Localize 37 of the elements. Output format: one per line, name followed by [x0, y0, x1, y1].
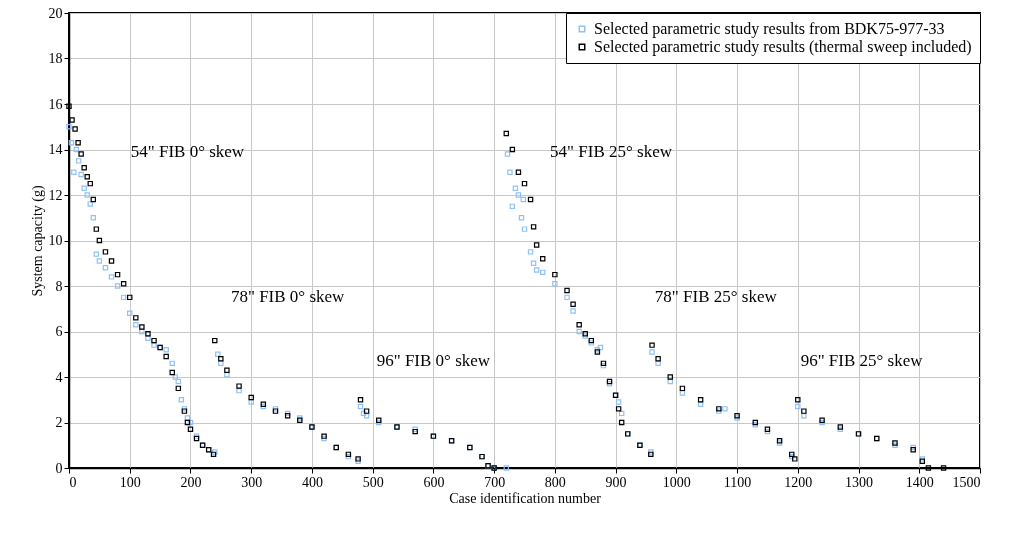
x-tick-label: 1300: [845, 474, 874, 490]
annotation: 54" FIB 0° skew: [130, 141, 245, 161]
y-tick-label: 16: [48, 96, 63, 112]
legend-label: Selected parametric study results from BDK75-977-33: [594, 20, 945, 38]
x-tick-label: 1200: [784, 474, 813, 490]
x-tick-label: 200: [180, 474, 202, 490]
y-tick-label: 14: [48, 142, 63, 157]
x-tick-label: 1000: [662, 474, 691, 490]
x-tick-label: 900: [605, 474, 627, 490]
x-axis-title: Case identification number: [449, 490, 602, 506]
x-tick-label: 1400: [905, 474, 934, 490]
y-tick-label: 8: [55, 278, 63, 294]
x-tick-label: 1100: [723, 474, 752, 490]
x-tick-label: 300: [241, 474, 263, 490]
y-tick-label: 4: [55, 369, 63, 385]
y-tick-label: 0: [55, 460, 63, 476]
y-tick-label: 6: [55, 324, 63, 339]
y-tick-label: 12: [48, 187, 63, 203]
x-tick-label: 100: [119, 474, 141, 490]
x-tick-label: 500: [362, 474, 384, 490]
y-tick-label: 2: [55, 415, 63, 430]
y-tick-label: 20: [48, 5, 63, 21]
annotation: 78" FIB 25° skew: [654, 287, 778, 307]
annotation: 78" FIB 0° skew: [230, 287, 346, 307]
y-tick-label: 18: [48, 51, 63, 66]
x-tick-label: 0: [69, 474, 77, 490]
x-tick-label: 1500: [952, 474, 981, 490]
y-tick-label: 10: [48, 233, 63, 248]
annotation: 54" FIB 25° skew: [550, 141, 673, 161]
x-tick-label: 800: [544, 474, 566, 490]
x-tick-label: 600: [423, 474, 445, 490]
annotation: 96" FIB 25° skew: [800, 351, 924, 371]
legend-label: Selected parametric study results (thermal sweep included): [594, 38, 972, 56]
y-axis-title: System capacity (g): [29, 185, 46, 297]
x-tick-label: 400: [301, 474, 323, 490]
x-tick-label: 700: [484, 474, 506, 490]
annotation: 96" FIB 0° skew: [376, 351, 491, 371]
